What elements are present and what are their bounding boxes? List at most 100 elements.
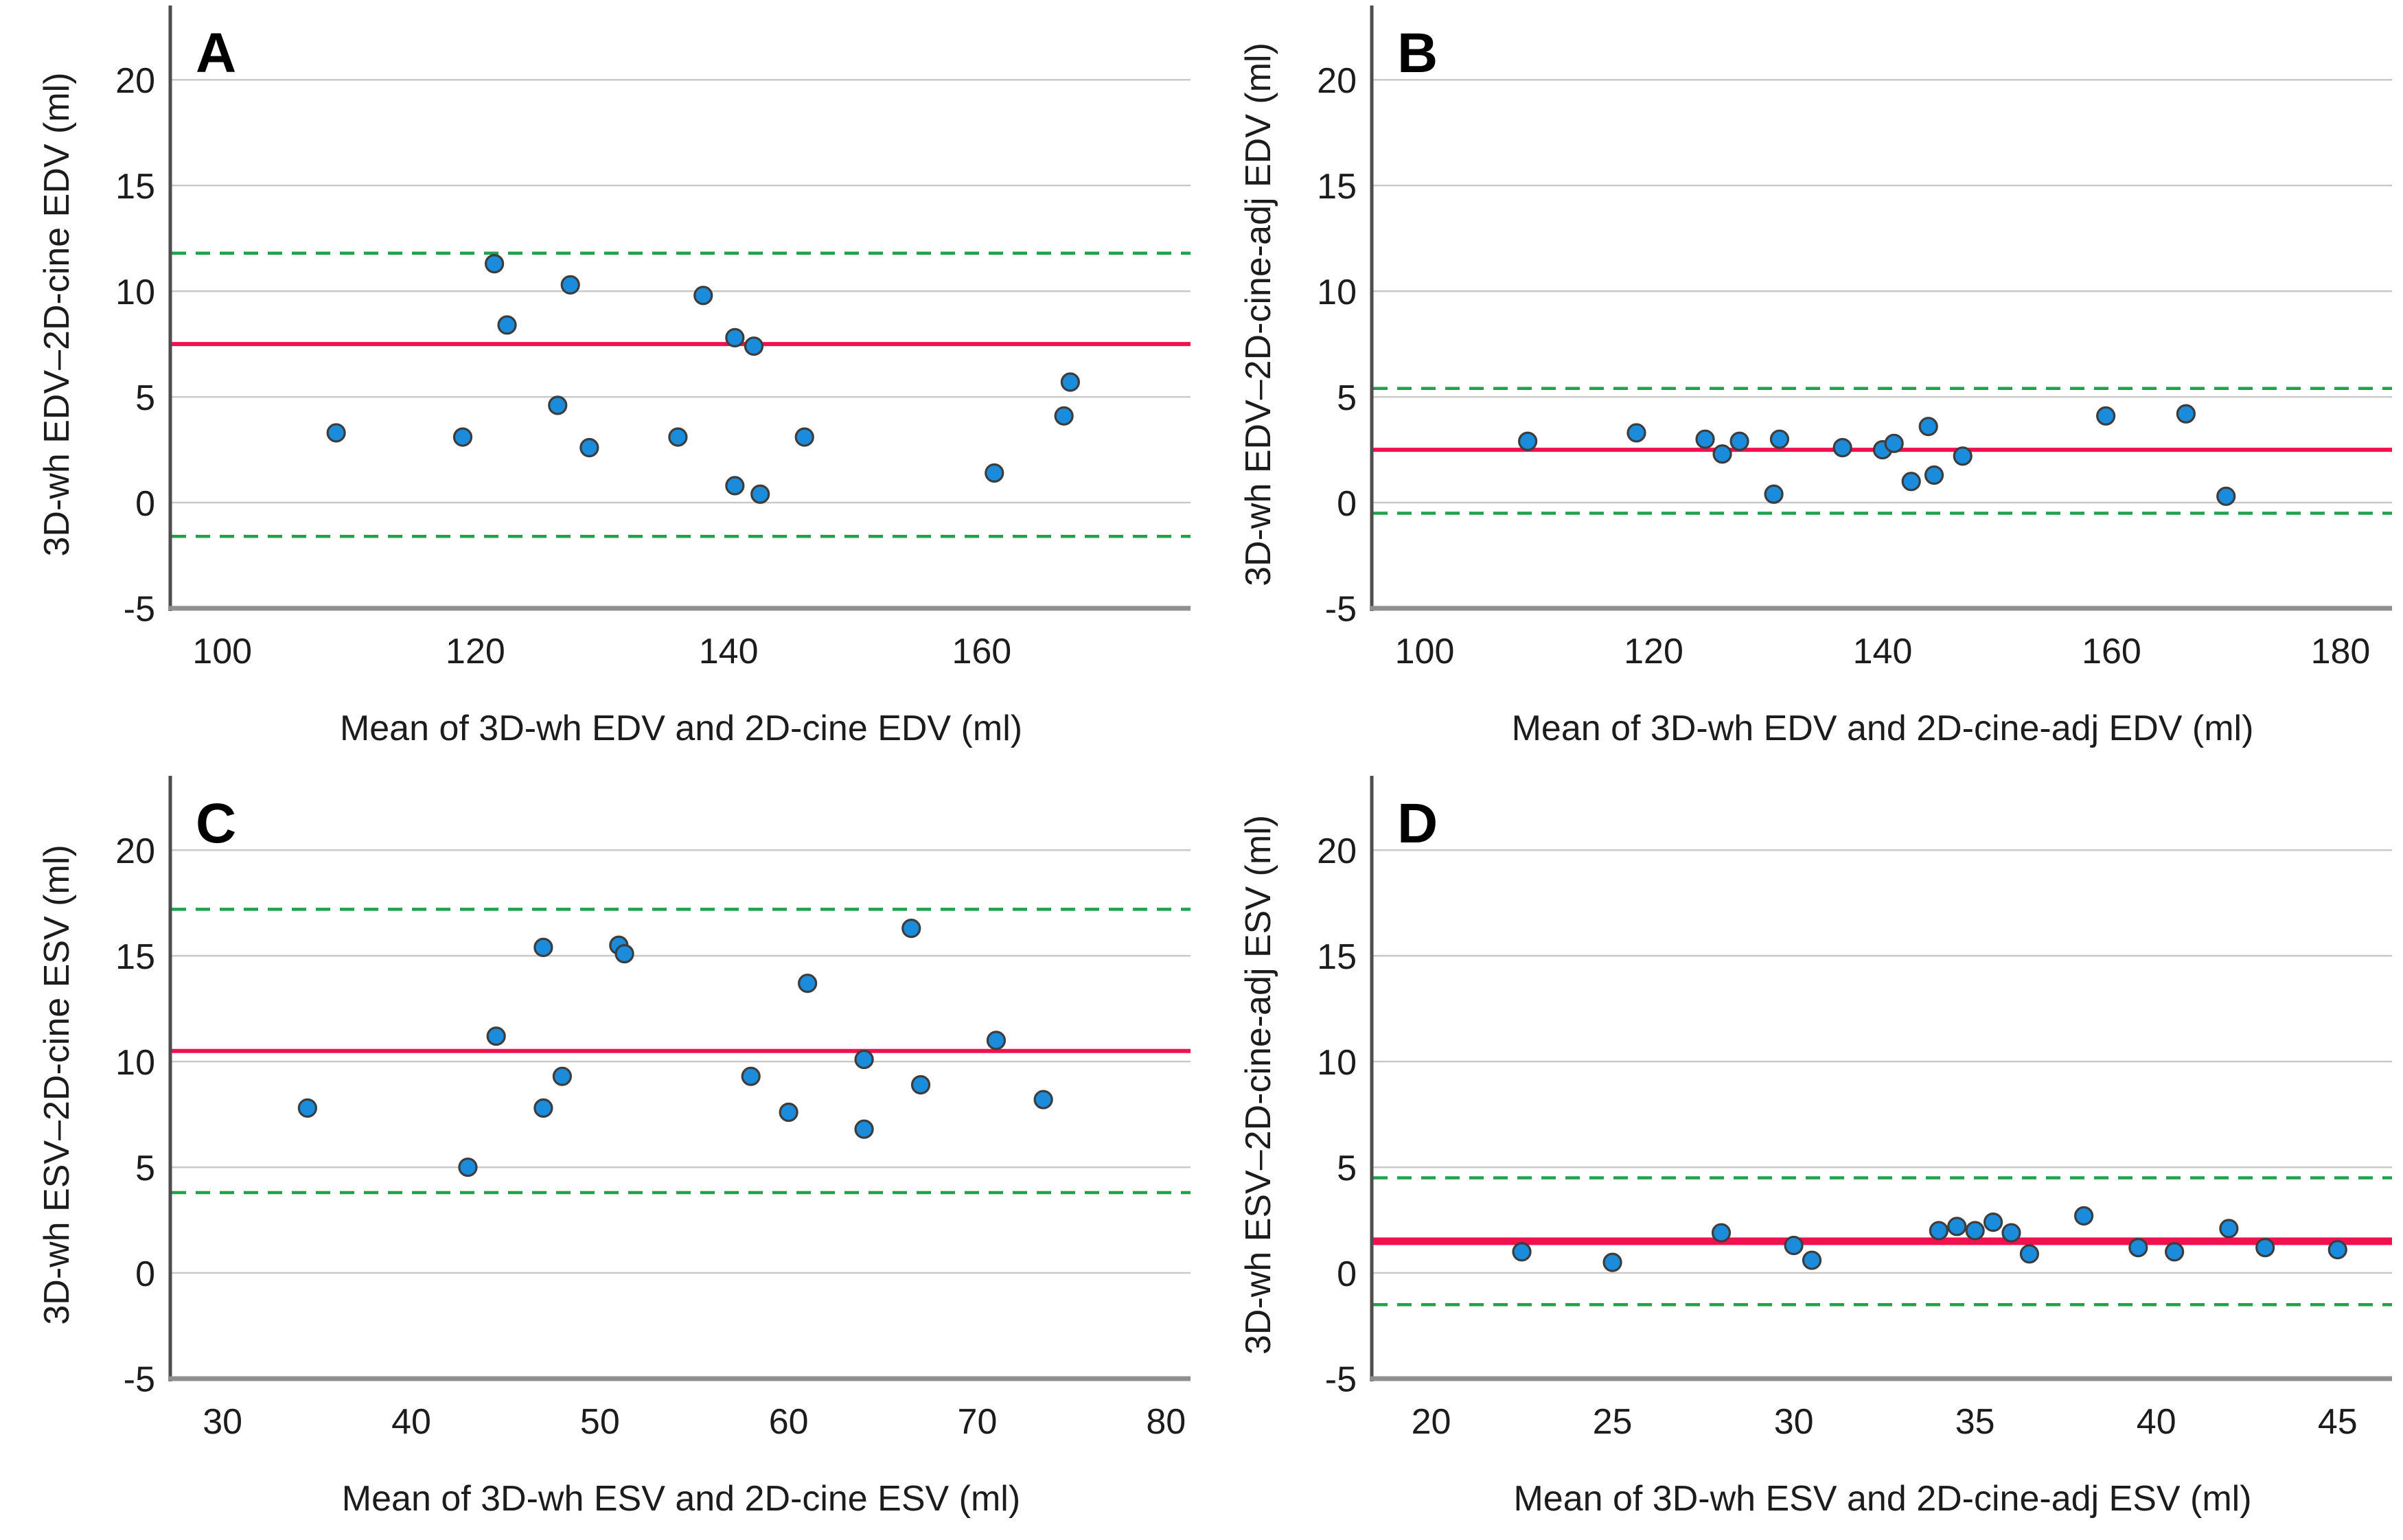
x-tick-label: 25 <box>1593 1402 1633 1442</box>
data-point <box>725 327 745 347</box>
x-tick-label: 45 <box>2318 1402 2358 1442</box>
x-tick-label: 180 <box>2311 632 2371 671</box>
data-point <box>484 254 505 274</box>
data-point <box>614 943 634 964</box>
data-point <box>1518 431 1538 451</box>
data-point <box>1602 1252 1622 1272</box>
x-axis-title: Mean of 3D-wh ESV and 2D-cine ESV (ml) <box>342 1479 1020 1519</box>
panel-letter: D <box>1397 792 1438 855</box>
data-point <box>2176 404 2196 424</box>
x-tick-label: 160 <box>2082 632 2141 671</box>
data-point <box>985 463 1004 483</box>
data-point <box>1918 417 1938 437</box>
x-tick-label: 60 <box>769 1402 809 1442</box>
data-point <box>1054 406 1074 426</box>
panel-letter: A <box>196 22 236 84</box>
x-tick-label: 50 <box>580 1402 620 1442</box>
x-tick-label: 160 <box>952 632 1011 671</box>
y-tick-label: 20 <box>1317 831 1357 871</box>
y-tick-label: -5 <box>124 1360 155 1400</box>
y-tick-label: 5 <box>1337 378 1357 418</box>
data-point <box>1712 444 1732 464</box>
x-tick-label: 35 <box>1955 1402 1995 1442</box>
panel-d-chart: -5 0 5 10 15 20 20 25 30 35 40 45 Mean of 3D-wh ESV … <box>1239 776 2392 1519</box>
data-point <box>2128 1237 2148 1258</box>
x-axis-title: Mean of 3D-wh EDV and 2D-cine EDV (ml) <box>340 709 1022 748</box>
y-tick-label: 0 <box>1337 1254 1357 1294</box>
data-point <box>2096 406 2116 426</box>
y-tick-label: -5 <box>124 590 155 630</box>
data-point <box>326 423 346 443</box>
y-tick-label: -5 <box>1325 1360 1357 1400</box>
data-point <box>297 1098 317 1118</box>
data-point <box>2074 1206 2094 1226</box>
panel-a: -5 0 5 10 15 20 100 120 140 160 Mean of 3D-wh EDV … <box>0 0 1202 770</box>
y-tick-label: 0 <box>135 484 155 524</box>
x-tick-label: 40 <box>391 1402 431 1442</box>
data-point <box>741 1066 761 1086</box>
y-tick-label: 10 <box>115 273 155 312</box>
data-point <box>1695 429 1715 449</box>
y-tick-label: 10 <box>1317 1043 1357 1083</box>
data-point <box>2165 1242 2185 1262</box>
data-point <box>497 315 517 335</box>
x-tick-label: 140 <box>699 632 759 671</box>
panel-letter: C <box>196 792 236 855</box>
data-point <box>1802 1250 1822 1270</box>
data-point <box>2216 486 2236 506</box>
data-point <box>1626 423 1646 443</box>
data-point <box>458 1157 478 1177</box>
x-tick-label: 30 <box>203 1402 242 1442</box>
data-point <box>533 1098 553 1118</box>
data-point <box>2255 1237 2275 1258</box>
x-tick-label: 100 <box>1395 632 1455 671</box>
panel-letter: B <box>1397 22 1438 84</box>
y-tick-label: 15 <box>115 937 155 977</box>
data-point <box>1901 472 1921 492</box>
x-tick-label: 40 <box>2137 1402 2176 1442</box>
data-point <box>1983 1213 2003 1232</box>
x-tick-label: 30 <box>1774 1402 1814 1442</box>
y-tick-label: 20 <box>1317 61 1357 101</box>
data-point <box>1512 1242 1532 1262</box>
panel-c: -5 0 5 10 15 20 30 40 50 60 70 80 Mean of 3D-wh ESV … <box>0 770 1202 1540</box>
data-point <box>1947 1217 1967 1237</box>
data-point <box>1729 431 1749 451</box>
y-tick-label: 0 <box>1337 484 1357 524</box>
data-point <box>1924 465 1944 485</box>
data-point <box>854 1119 874 1139</box>
data-point <box>1965 1221 1985 1241</box>
y-tick-label: 5 <box>1337 1149 1357 1188</box>
panel-d: -5 0 5 10 15 20 20 25 30 35 40 45 Mean of 3D-wh ESV … <box>1202 770 2403 1540</box>
data-point <box>1953 446 1973 466</box>
data-point <box>533 937 553 957</box>
data-point <box>1832 437 1852 458</box>
y-axis-title: 3D-wh EDV–2D-cine-adj EDV (ml) <box>1239 43 1278 586</box>
data-point <box>1764 484 1784 504</box>
x-tick-label: 120 <box>446 632 505 671</box>
y-axis-title: 3D-wh ESV–2D-cine ESV (ml) <box>37 844 77 1324</box>
y-tick-label: 10 <box>1317 273 1357 312</box>
y-tick-label: 0 <box>135 1254 155 1294</box>
data-point <box>1784 1235 1804 1256</box>
y-axis-title: 3D-wh ESV–2D-cine-adj ESV (ml) <box>1239 815 1278 1355</box>
y-axis-title: 3D-wh EDV–2D-cine EDV (ml) <box>37 72 77 556</box>
data-point <box>779 1102 798 1123</box>
data-point <box>579 437 599 458</box>
x-tick-label: 20 <box>1412 1402 1451 1442</box>
data-point <box>486 1026 506 1046</box>
data-point <box>794 427 814 447</box>
y-tick-label: 20 <box>115 61 155 101</box>
y-tick-label: 15 <box>115 167 155 207</box>
x-tick-label: 70 <box>958 1402 998 1442</box>
data-point <box>552 1066 572 1086</box>
data-point <box>854 1049 874 1070</box>
data-point <box>750 484 770 504</box>
data-point <box>668 427 688 447</box>
y-tick-label: 15 <box>1317 167 1357 207</box>
data-point <box>744 336 764 356</box>
data-point <box>901 919 921 939</box>
x-tick-label: 80 <box>1146 1402 1186 1442</box>
data-point <box>1711 1223 1732 1243</box>
